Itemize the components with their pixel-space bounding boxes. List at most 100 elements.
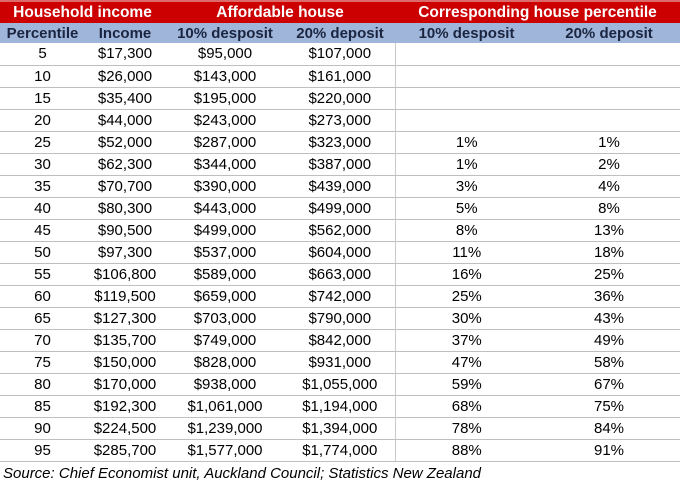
table-cell: $106,800 bbox=[85, 263, 165, 286]
table-cell bbox=[538, 109, 680, 132]
table-cell: $143,000 bbox=[165, 65, 285, 88]
table-cell: $62,300 bbox=[85, 153, 165, 176]
group-header-corresponding-house-percentile: Corresponding house percentile bbox=[395, 0, 680, 23]
table-cell: $790,000 bbox=[285, 307, 396, 330]
table-cell: 85 bbox=[0, 395, 85, 418]
table-cell: $273,000 bbox=[285, 109, 396, 132]
table-cell: $26,000 bbox=[85, 65, 165, 88]
table-cell: $80,300 bbox=[85, 197, 165, 220]
table-cell: 55 bbox=[0, 263, 85, 286]
table-cell: 5 bbox=[0, 43, 85, 66]
table-cell bbox=[395, 65, 539, 88]
table-cell: $285,700 bbox=[85, 439, 165, 462]
table-cell: $749,000 bbox=[165, 329, 285, 352]
table-cell: $589,000 bbox=[165, 263, 285, 286]
table-cell: 49% bbox=[538, 329, 680, 352]
table-cell: 30% bbox=[395, 307, 539, 330]
table-cell bbox=[538, 87, 680, 110]
table-row: 10 $26,000 $143,000 $161,000 bbox=[0, 65, 680, 88]
table-row: 5 $17,300 $95,000 $107,000 bbox=[0, 43, 680, 66]
table-cell: 59% bbox=[395, 373, 539, 396]
table-cell: $220,000 bbox=[285, 87, 396, 110]
column-header-percentile: Percentile bbox=[0, 23, 85, 43]
table-cell: 50 bbox=[0, 241, 85, 264]
table-cell: $537,000 bbox=[165, 241, 285, 264]
table-cell: 37% bbox=[395, 329, 539, 352]
table-cell: 91% bbox=[538, 439, 680, 462]
table-cell: $842,000 bbox=[285, 329, 396, 352]
column-header-20pct-deposit-price: 20% deposit bbox=[285, 23, 396, 43]
table-row: 40 $80,300 $443,000 $499,000 5% 8% bbox=[0, 197, 680, 220]
table-cell: 84% bbox=[538, 417, 680, 440]
table-row: 35 $70,700 $390,000 $439,000 3% 4% bbox=[0, 175, 680, 198]
table-cell bbox=[538, 65, 680, 88]
table-cell: $97,300 bbox=[85, 241, 165, 264]
table-cell: 90 bbox=[0, 417, 85, 440]
table-cell: $127,300 bbox=[85, 307, 165, 330]
table-row: 75 $150,000 $828,000 $931,000 47% 58% bbox=[0, 351, 680, 374]
table-cell: $1,239,000 bbox=[165, 417, 285, 440]
table-cell: $742,000 bbox=[285, 285, 396, 308]
table-cell: 25% bbox=[538, 263, 680, 286]
table-cell: 8% bbox=[395, 219, 539, 242]
table-row: 55 $106,800 $589,000 $663,000 16% 25% bbox=[0, 263, 680, 286]
column-header-20pct-deposit-percentile: 20% deposit bbox=[538, 23, 680, 43]
table-row: 30 $62,300 $344,000 $387,000 1% 2% bbox=[0, 153, 680, 176]
table-cell: $17,300 bbox=[85, 43, 165, 66]
table-cell: $161,000 bbox=[285, 65, 396, 88]
column-header-row: Percentile Income 10% desposit 20% depos… bbox=[0, 23, 680, 43]
table-cell: 20 bbox=[0, 109, 85, 132]
source-note: Source: Chief Economist unit, Auckland C… bbox=[0, 462, 680, 486]
table-cell bbox=[395, 109, 539, 132]
table-cell: 78% bbox=[395, 417, 539, 440]
table-cell: $659,000 bbox=[165, 285, 285, 308]
table-cell: $95,000 bbox=[165, 43, 285, 66]
table-cell: $443,000 bbox=[165, 197, 285, 220]
table-cell: $604,000 bbox=[285, 241, 396, 264]
table-row: 25 $52,000 $287,000 $323,000 1% 1% bbox=[0, 131, 680, 154]
table-cell: 10 bbox=[0, 65, 85, 88]
table-cell: $35,400 bbox=[85, 87, 165, 110]
table-cell: $119,500 bbox=[85, 285, 165, 308]
table-cell bbox=[395, 43, 539, 66]
table-cell: $938,000 bbox=[165, 373, 285, 396]
table-cell: 1% bbox=[395, 153, 539, 176]
table-cell: 18% bbox=[538, 241, 680, 264]
table-row: 95 $285,700 $1,577,000 $1,774,000 88% 91% bbox=[0, 439, 680, 462]
table-cell: $1,577,000 bbox=[165, 439, 285, 462]
table-cell: $390,000 bbox=[165, 175, 285, 198]
group-header-affordable-house: Affordable house bbox=[165, 0, 396, 23]
table-cell: $135,700 bbox=[85, 329, 165, 352]
table-cell: $243,000 bbox=[165, 109, 285, 132]
table-cell: 43% bbox=[538, 307, 680, 330]
table-cell: 25% bbox=[395, 285, 539, 308]
table-row: 60 $119,500 $659,000 $742,000 25% 36% bbox=[0, 285, 680, 308]
table-cell: 3% bbox=[395, 175, 539, 198]
table-cell: $90,500 bbox=[85, 219, 165, 242]
table-cell: 70 bbox=[0, 329, 85, 352]
table-cell: 13% bbox=[538, 219, 680, 242]
table-row: 45 $90,500 $499,000 $562,000 8% 13% bbox=[0, 219, 680, 242]
table-cell: 15 bbox=[0, 87, 85, 110]
table-row: 20 $44,000 $243,000 $273,000 bbox=[0, 109, 680, 132]
table-cell: $52,000 bbox=[85, 131, 165, 154]
table-cell: 60 bbox=[0, 285, 85, 308]
table-cell: 75 bbox=[0, 351, 85, 374]
table-cell: $1,055,000 bbox=[285, 373, 396, 396]
table-cell: $663,000 bbox=[285, 263, 396, 286]
column-header-10pct-deposit-price: 10% desposit bbox=[165, 23, 285, 43]
table-row: 85 $192,300 $1,061,000 $1,194,000 68% 75% bbox=[0, 395, 680, 418]
table-cell: $499,000 bbox=[165, 219, 285, 242]
table-cell: 35 bbox=[0, 175, 85, 198]
table-cell: 67% bbox=[538, 373, 680, 396]
table-cell: $499,000 bbox=[285, 197, 396, 220]
table-cell: $1,061,000 bbox=[165, 395, 285, 418]
table-cell: 95 bbox=[0, 439, 85, 462]
column-header-income: Income bbox=[85, 23, 165, 43]
table-row: 70 $135,700 $749,000 $842,000 37% 49% bbox=[0, 329, 680, 352]
table-cell: 5% bbox=[395, 197, 539, 220]
table-cell: $344,000 bbox=[165, 153, 285, 176]
table-cell: $931,000 bbox=[285, 351, 396, 374]
table-cell: 30 bbox=[0, 153, 85, 176]
table-cell: $195,000 bbox=[165, 87, 285, 110]
